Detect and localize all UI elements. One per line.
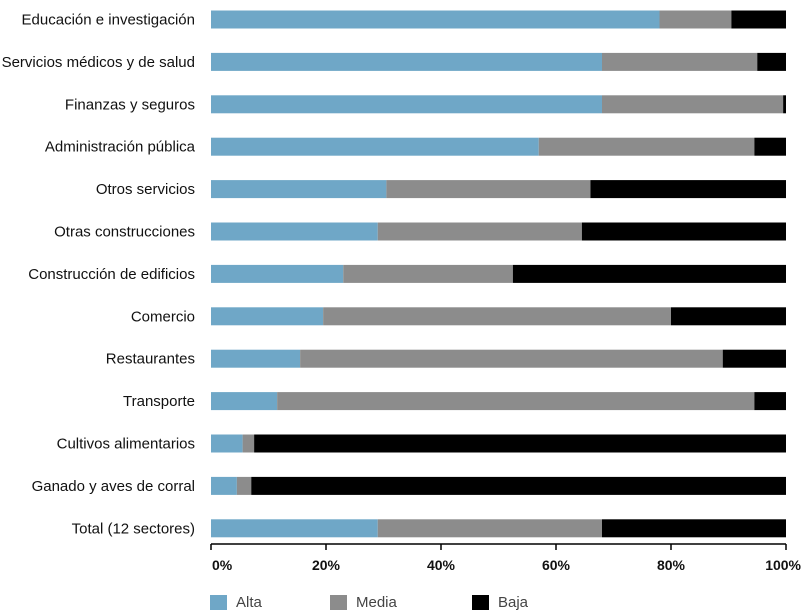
bar-segment-alta — [211, 349, 301, 368]
category-label: Transporte — [123, 393, 195, 410]
bar-segment-baja — [731, 10, 786, 29]
bar-segment-baja — [754, 392, 786, 411]
x-tick-label: 80% — [657, 557, 686, 573]
bar-segment-baja — [783, 95, 786, 114]
bar-segment-media — [602, 52, 758, 71]
bar-segment-alta — [211, 307, 324, 326]
bar-segment-baja — [671, 307, 786, 326]
legend-swatch-media — [330, 594, 347, 610]
legend-label-alta: Alta — [236, 593, 262, 611]
category-label: Otras construcciones — [54, 224, 195, 241]
bar-segment-media — [659, 10, 732, 29]
bar-segment-media — [236, 476, 252, 495]
stacked-bar-chart: Educación e investigación Servicios médic… — [2, 10, 802, 573]
category-labels: Educación e investigación Servicios médic… — [2, 12, 196, 538]
bar-segment-baja — [512, 264, 786, 283]
bar-segment-media — [242, 434, 255, 453]
bar-segment-alta — [211, 392, 278, 411]
bar-segment-alta — [211, 180, 387, 199]
bar-segment-alta — [211, 476, 237, 495]
bar-segment-baja — [254, 434, 786, 453]
bar-segment-baja — [590, 180, 786, 199]
legend-item-alta: Alta — [210, 592, 262, 612]
bar-segment-alta — [211, 52, 602, 71]
category-label: Finanzas y seguros — [65, 96, 195, 113]
category-label: Total (12 sectores) — [72, 520, 195, 537]
legend: Alta Media Baja — [210, 592, 610, 612]
category-label: Servicios médicos y de salud — [2, 54, 195, 71]
bars-group — [211, 10, 786, 538]
category-label: Comercio — [131, 308, 195, 325]
bar-segment-media — [377, 519, 602, 538]
bar-segment-baja — [757, 52, 786, 71]
legend-swatch-baja — [472, 594, 489, 610]
x-tick-label: 0% — [212, 557, 233, 573]
bar-segment-baja — [722, 349, 786, 368]
bar-segment-alta — [211, 434, 243, 453]
bar-segment-alta — [211, 95, 602, 114]
bar-segment-media — [377, 222, 582, 241]
category-label: Educación e investigación — [22, 12, 195, 29]
bar-segment-media — [323, 307, 671, 326]
bar-segment-baja — [754, 137, 786, 156]
legend-label-media: Media — [356, 593, 397, 611]
category-label: Otros servicios — [96, 181, 195, 198]
category-label: Construcción de edificios — [28, 266, 195, 283]
legend-item-baja: Baja — [472, 592, 528, 612]
bar-segment-media — [386, 180, 591, 199]
bar-segment-alta — [211, 10, 660, 29]
bar-segment-alta — [211, 519, 378, 538]
bar-segment-media — [538, 137, 755, 156]
bar-segment-baja — [602, 519, 786, 538]
bar-segment-alta — [211, 264, 344, 283]
x-tick-label: 40% — [427, 557, 456, 573]
legend-label-baja: Baja — [498, 593, 529, 611]
category-label: Restaurantes — [106, 351, 195, 368]
bar-segment-baja — [581, 222, 786, 241]
bar-segment-media — [300, 349, 723, 368]
category-label: Administración pública — [45, 139, 196, 156]
category-label: Cultivos alimentarios — [57, 436, 195, 453]
legend-swatch-alta — [210, 594, 227, 610]
x-tick-label: 20% — [312, 557, 341, 573]
x-tick-label: 60% — [542, 557, 571, 573]
legend-item-media: Media — [330, 592, 397, 612]
bar-segment-media — [343, 264, 513, 283]
bar-segment-alta — [211, 222, 378, 241]
x-tick-label: 100% — [765, 557, 801, 573]
bar-segment-media — [277, 392, 755, 411]
category-label: Ganado y aves de corral — [32, 478, 195, 495]
bar-segment-alta — [211, 137, 539, 156]
x-axis-ticks: 0% 20% 40% 60% 80% 100% — [210, 544, 802, 573]
bar-segment-baja — [251, 476, 786, 495]
bar-segment-media — [602, 95, 784, 114]
